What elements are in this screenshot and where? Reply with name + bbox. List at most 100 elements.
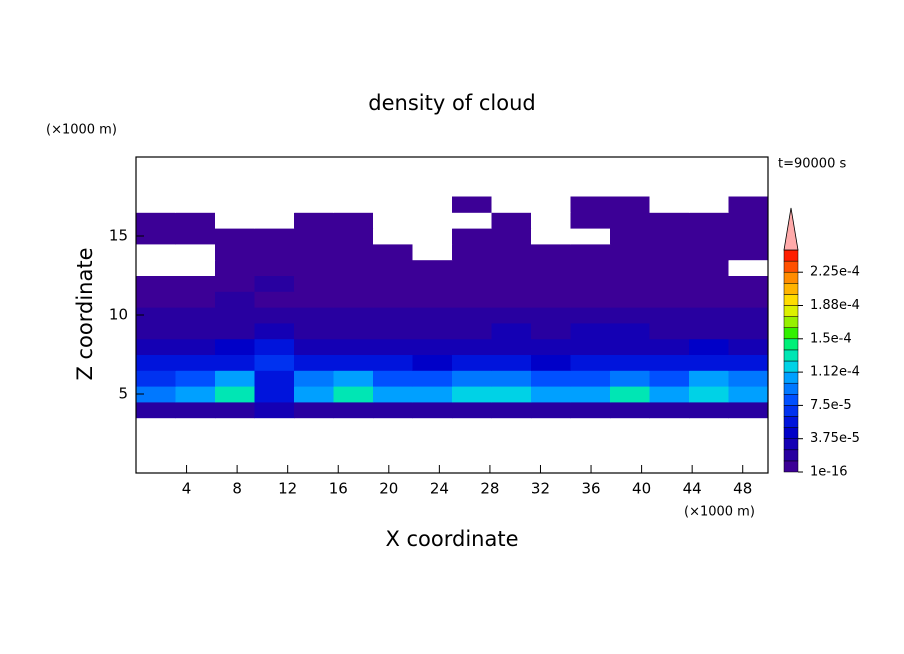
contour-cell <box>254 196 295 213</box>
colorbar-box <box>783 438 799 451</box>
contour-cell <box>333 212 374 229</box>
contour-cell <box>136 322 176 340</box>
contour-cell <box>136 338 176 355</box>
contour-cell <box>531 243 571 261</box>
chart-title: density of cloud <box>368 91 535 115</box>
contour-cell <box>452 307 492 324</box>
contour-cell <box>333 243 374 261</box>
contour-cell <box>452 401 492 419</box>
x-tick-label: 20 <box>379 480 398 498</box>
contour-cell <box>610 386 650 403</box>
contour-cell <box>452 243 492 261</box>
y-tick-label: 15 <box>109 227 128 245</box>
contour-cell <box>689 291 729 308</box>
colorbar-tick-label: 1.5e-4 <box>810 331 852 346</box>
contour-cell <box>136 259 176 276</box>
contour-cell <box>649 354 690 371</box>
contour-cell <box>254 259 295 276</box>
contour-cell <box>570 212 611 229</box>
contour-cell <box>689 243 729 261</box>
x-unit: (×1000 m) <box>684 505 755 520</box>
contour-cell <box>649 322 690 340</box>
contour-cell <box>649 243 690 261</box>
colorbar-box <box>783 305 799 317</box>
contour-cell <box>649 386 690 403</box>
y-axis-label: Z coordinate <box>73 247 97 380</box>
contour-cell <box>491 338 532 355</box>
contour-cell <box>649 370 690 387</box>
contour-cell <box>452 196 492 213</box>
colorbar-box <box>783 349 799 362</box>
contour-cell <box>175 338 216 355</box>
contour-cell <box>610 212 650 229</box>
contour-cell <box>689 322 729 340</box>
contour-cell <box>649 228 690 245</box>
contour-cell <box>136 354 176 371</box>
contour-cell <box>531 196 571 213</box>
contour-cell <box>689 212 729 229</box>
contour-cell <box>254 338 295 355</box>
colorbar-box <box>783 382 799 395</box>
contour-cell <box>452 322 492 340</box>
contour-cell <box>531 401 571 419</box>
contour-cell <box>610 196 650 213</box>
contour-cell <box>412 386 453 403</box>
contour-cell <box>452 212 492 229</box>
contour-cell <box>373 275 413 292</box>
contour-cell <box>491 275 532 292</box>
x-tick-label: 28 <box>480 480 499 498</box>
x-axis-label: X coordinate <box>385 527 518 551</box>
contour-cell <box>294 401 334 419</box>
contour-cell <box>294 212 334 229</box>
contour-cell <box>175 275 216 292</box>
contour-cell <box>570 228 611 245</box>
colorbar-box <box>783 260 799 273</box>
colorbar-box <box>783 449 799 462</box>
contour-cell <box>294 386 334 403</box>
contour-cell <box>491 228 532 245</box>
contour-cell <box>215 386 255 403</box>
contour-cell <box>570 386 611 403</box>
contour-cell <box>649 212 690 229</box>
colorbar-box <box>783 394 799 406</box>
contour-cell <box>215 243 255 261</box>
contour-cell <box>728 386 769 403</box>
contour-cell <box>254 291 295 308</box>
contour-cell <box>491 386 532 403</box>
contour-cell <box>728 259 769 276</box>
contour-cell <box>333 275 374 292</box>
contour-cell <box>689 354 729 371</box>
contour-cell <box>294 275 334 292</box>
contour-cell <box>728 354 769 371</box>
colorbar-box <box>783 416 799 428</box>
contour-cell <box>215 354 255 371</box>
contour-cell <box>412 338 453 355</box>
contour-cell <box>373 307 413 324</box>
contour-cell <box>412 196 453 213</box>
colorbar-tick-label: 1.12e-4 <box>810 365 860 380</box>
contour-cell <box>175 354 216 371</box>
contour-cell <box>254 228 295 245</box>
contour-cell <box>649 338 690 355</box>
x-tick-label: 36 <box>581 480 600 498</box>
contour-cell <box>215 370 255 387</box>
contour-cell <box>215 307 255 324</box>
contour-cell <box>373 243 413 261</box>
x-tick-label: 32 <box>531 480 550 498</box>
contour-cell <box>136 275 176 292</box>
contour-cell <box>373 386 413 403</box>
contour-cell <box>333 401 374 419</box>
contour-cell <box>570 259 611 276</box>
contour-cell <box>333 386 374 403</box>
colorbar-tick-label: 1.88e-4 <box>810 298 860 313</box>
contour-cell <box>728 322 769 340</box>
contour-cell <box>570 370 611 387</box>
colorbar-tick-label: 7.5e-5 <box>810 398 852 413</box>
contour-cell <box>333 196 374 213</box>
y-tick-label: 5 <box>118 385 128 403</box>
contour-cell <box>610 291 650 308</box>
contour-cell <box>412 307 453 324</box>
contour-cell <box>491 243 532 261</box>
contour-cell <box>491 401 532 419</box>
contour-cell <box>136 212 176 229</box>
